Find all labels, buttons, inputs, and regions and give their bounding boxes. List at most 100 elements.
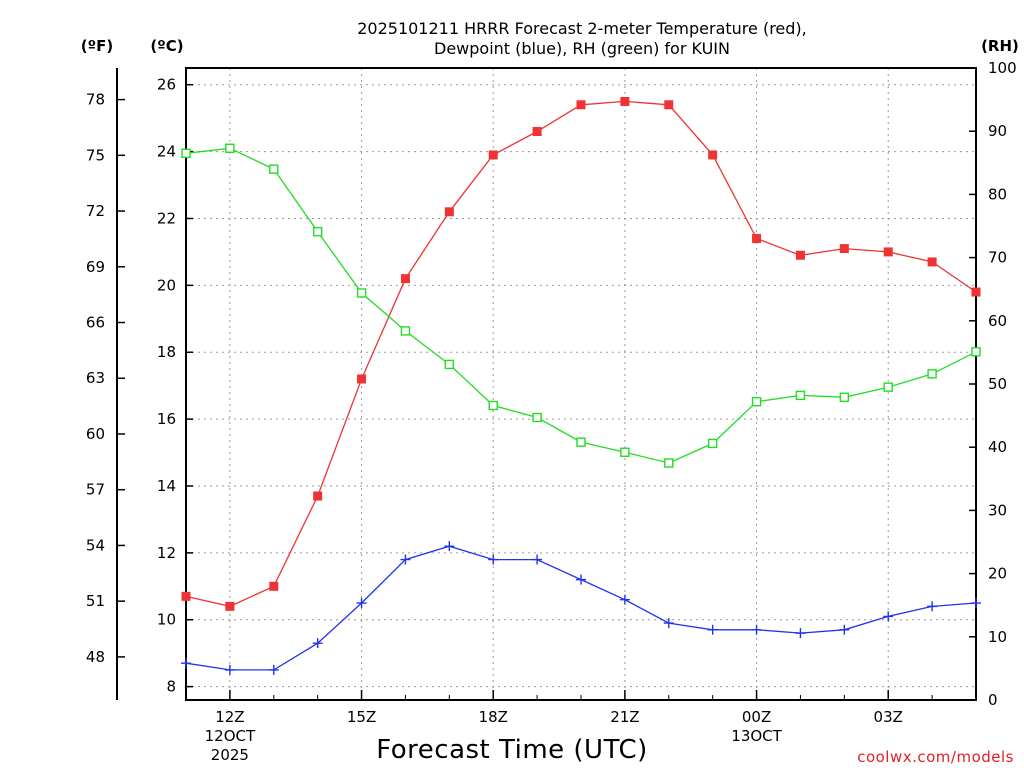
rh-tick-label: 20 <box>988 565 1007 583</box>
x-tick-date-label: 13OCT <box>731 727 782 745</box>
celsius-tick-label: 18 <box>157 343 176 361</box>
rh-tick-label: 80 <box>988 185 1007 203</box>
fahrenheit-tick-label: 69 <box>86 258 105 276</box>
x-tick-label: 03Z <box>874 708 903 726</box>
temperature-point <box>927 257 937 267</box>
gridlines <box>186 68 976 700</box>
dewpoint-series-line <box>185 545 977 671</box>
celsius-tick-label: 24 <box>157 143 176 161</box>
axes: 8 10 12 14 16 18 20 22 24 26 0 10 20 30 40 50 60 70 80 90 10… <box>86 59 1017 764</box>
x-tick-year-label: 2025 <box>211 746 249 764</box>
rh-point <box>751 396 762 407</box>
temperature-point <box>532 127 542 137</box>
rh-series-line <box>185 147 977 464</box>
temperature-point <box>839 244 849 254</box>
rh-tick-label: 40 <box>988 438 1007 456</box>
dewpoint-point <box>883 611 894 622</box>
rh-point <box>883 382 893 392</box>
temperature-point <box>488 150 498 160</box>
fahrenheit-tick-label: 51 <box>86 592 105 610</box>
rh-point <box>576 437 586 447</box>
rh-tick-label: 60 <box>988 312 1007 330</box>
temperature-point <box>400 274 410 284</box>
x-axis-title: Forecast Time (UTC) <box>376 735 648 765</box>
dewpoint-point <box>181 658 191 669</box>
x-tick-label: 00Z <box>742 708 771 726</box>
temperature-point <box>620 96 630 106</box>
dewpoint-point <box>751 624 762 635</box>
rh-tick-label: 90 <box>988 122 1007 140</box>
rh-point <box>488 400 498 411</box>
rh-tick-label: 30 <box>988 501 1007 519</box>
fahrenheit-tick-label: 54 <box>86 536 105 554</box>
fahrenheit-tick-label: 60 <box>86 425 105 443</box>
rh-point <box>312 226 323 237</box>
rh-point <box>532 412 542 423</box>
rh-point <box>181 148 191 159</box>
temperature-series-line <box>185 100 977 608</box>
rh-point <box>620 447 630 457</box>
x-tick-label: 12Z <box>215 708 244 726</box>
x-tick-label: 15Z <box>347 708 376 726</box>
celsius-tick-label: 14 <box>157 477 176 495</box>
rh-tick-label: 70 <box>988 249 1007 267</box>
temperature-point <box>883 247 893 257</box>
temperature-point <box>269 581 279 591</box>
temperature-point <box>971 287 981 297</box>
fahrenheit-tick-label: 48 <box>86 648 105 666</box>
celsius-tick-label: 8 <box>166 678 176 696</box>
temperature-point <box>664 100 674 110</box>
temperature-point <box>313 491 323 501</box>
dewpoint-point <box>224 664 235 675</box>
temperature-point <box>795 250 805 260</box>
rh-point <box>664 458 674 468</box>
dewpoint-point <box>619 594 630 605</box>
celsius-unit-label: (ºC) <box>150 37 183 55</box>
dewpoint-point <box>795 628 806 639</box>
temperature-point <box>576 100 586 110</box>
dewpoint-point <box>444 541 455 552</box>
rh-tick-label: 100 <box>988 59 1017 77</box>
rh-point <box>927 369 937 379</box>
temperature-point <box>444 207 454 217</box>
rh-point <box>971 347 981 357</box>
celsius-tick-label: 16 <box>157 410 176 428</box>
rh-point <box>400 326 411 336</box>
fahrenheit-tick-label: 57 <box>86 481 105 499</box>
dewpoint-point <box>400 554 411 565</box>
x-tick-date-label: 12OCT <box>205 727 256 745</box>
dewpoint-point <box>268 664 279 675</box>
fahrenheit-tick-label: 78 <box>86 91 105 109</box>
dewpoint-point <box>971 598 981 609</box>
x-tick-label: 18Z <box>479 708 508 726</box>
chart-title-line2: Dewpoint (blue), RH (green) for KUIN <box>434 39 730 58</box>
series-group <box>181 96 981 675</box>
rh-point <box>839 392 850 402</box>
fahrenheit-tick-label: 75 <box>86 146 105 164</box>
rh-point <box>269 164 279 174</box>
dewpoint-point <box>839 624 850 635</box>
dewpoint-point <box>532 554 543 565</box>
fahrenheit-tick-label: 72 <box>86 202 105 220</box>
dewpoint-point <box>576 574 586 585</box>
temperature-point <box>225 601 235 611</box>
celsius-tick-label: 12 <box>157 544 176 562</box>
celsius-tick-label: 26 <box>157 76 176 94</box>
celsius-tick-label: 20 <box>157 276 176 294</box>
celsius-tick-label: 10 <box>157 611 176 629</box>
dewpoint-point <box>356 598 367 609</box>
dewpoint-point <box>488 554 499 565</box>
temperature-point <box>357 374 367 384</box>
fahrenheit-tick-label: 66 <box>86 314 105 332</box>
dewpoint-point <box>707 624 718 635</box>
rh-unit-label: (RH) <box>981 37 1019 55</box>
credit-link[interactable]: coolwx.com/models <box>857 748 1014 766</box>
dewpoint-point <box>927 601 938 612</box>
temperature-point <box>181 591 191 601</box>
fahrenheit-unit-label: (ºF) <box>81 37 113 55</box>
rh-point <box>444 359 455 370</box>
temperature-point <box>752 234 762 244</box>
chart-title-line1: 2025101211 HRRR Forecast 2-meter Tempera… <box>357 19 807 38</box>
rh-point <box>225 143 235 153</box>
celsius-tick-label: 22 <box>157 209 176 227</box>
